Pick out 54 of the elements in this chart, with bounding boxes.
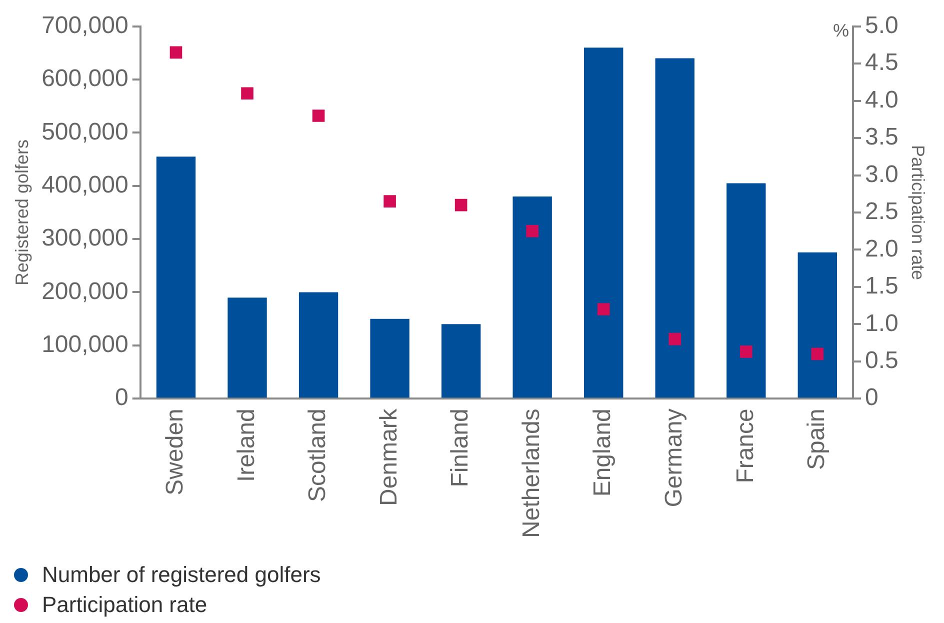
- y-tick-label: 100,000: [42, 331, 128, 358]
- y2-tick-label: 1.0: [865, 310, 898, 337]
- x-tick-label: Germany: [660, 408, 688, 508]
- point: [811, 348, 824, 360]
- y2-tick-label: 0: [865, 384, 878, 412]
- y-tick-label: 700,000: [42, 12, 128, 40]
- y-tick-label: 0: [114, 384, 128, 412]
- point: [454, 198, 468, 212]
- x-tick-label: Scotland: [304, 408, 332, 502]
- legend-label: Participation rate: [42, 591, 208, 619]
- y-tick-label: 200,000: [42, 278, 128, 305]
- x-tick-label: Denmark: [375, 408, 402, 506]
- y-tick-label: 300,000: [42, 224, 128, 252]
- point: [526, 224, 538, 238]
- bar: [584, 48, 624, 398]
- y2-tick-label: 1.5: [865, 272, 898, 300]
- x-tick-label: Ireland: [232, 408, 260, 482]
- y2-tick-label: 3.5: [865, 124, 898, 151]
- bar: [298, 292, 338, 398]
- point: [668, 332, 682, 346]
- y2-tick-label: 0.5: [865, 346, 898, 374]
- y-tick-label: 500,000: [42, 118, 128, 146]
- x-tick-label: Netherlands: [518, 408, 545, 538]
- y-tick-label: 600,000: [42, 65, 128, 92]
- x-tick-label: Spain: [803, 408, 830, 470]
- y2-tick-label: 2.0: [865, 235, 898, 262]
- bar: [798, 252, 837, 398]
- y2-tick-label: 2.5: [865, 198, 898, 226]
- bar: [512, 196, 552, 398]
- y2-tick-label: 4.5: [865, 49, 898, 76]
- bar: [655, 58, 694, 398]
- bar: [441, 324, 481, 398]
- point: [740, 346, 752, 358]
- y2-tick-label: 5.0: [865, 12, 898, 40]
- x-tick-label: England: [589, 408, 616, 497]
- x-tick-label: Sweden: [162, 408, 189, 496]
- y2-axis-title: Participation rate: [908, 144, 928, 280]
- point: [384, 195, 396, 208]
- point: [170, 46, 182, 59]
- bar: [726, 183, 766, 398]
- bar: [156, 156, 196, 398]
- x-tick-label: France: [732, 408, 759, 484]
- y2-tick-label: 3.0: [865, 160, 898, 188]
- x-tick-label: Finland: [446, 408, 474, 488]
- bar: [228, 298, 267, 398]
- point: [241, 87, 254, 100]
- y2-tick-label: 4.0: [865, 86, 898, 114]
- annotation: %: [833, 20, 850, 40]
- point: [597, 303, 610, 316]
- y-axis-title: Registered golfers: [12, 139, 32, 286]
- y-tick-label: 400,000: [42, 172, 128, 199]
- legend-label: Number of registered golfers: [42, 561, 321, 589]
- bar: [370, 318, 410, 398]
- point: [312, 110, 325, 122]
